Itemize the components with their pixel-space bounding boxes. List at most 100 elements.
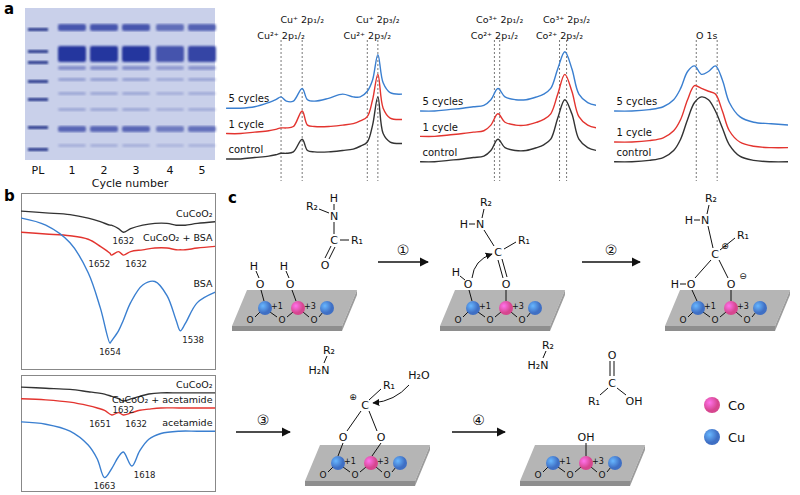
svg-text:O: O (286, 278, 295, 291)
svg-text:O: O (743, 315, 750, 325)
svg-text:H₂N: H₂N (309, 364, 330, 377)
svg-text:1632: 1632 (125, 259, 147, 269)
svg-text:N: N (476, 218, 484, 231)
svg-text:⊖: ⊖ (739, 271, 747, 281)
svg-text:+3: +3 (377, 457, 389, 466)
svg-text:O: O (454, 315, 461, 325)
svg-text:⊕: ⊕ (721, 241, 729, 251)
svg-text:+1: +1 (559, 457, 571, 466)
svg-text:CuCoO₂: CuCoO₂ (176, 208, 213, 219)
svg-text:C: C (494, 246, 502, 259)
svg-text:C: C (361, 399, 369, 412)
svg-text:control: control (617, 147, 652, 158)
svg-text:①: ① (397, 242, 410, 258)
svg-text:R₁: R₁ (351, 234, 363, 247)
svg-text:Cu⁺ 2p₃/₂: Cu⁺ 2p₃/₂ (356, 14, 400, 25)
svg-text:Cycle number: Cycle number (92, 177, 169, 190)
svg-text:+1: +1 (344, 457, 356, 466)
svg-text:PL: PL (32, 164, 46, 177)
svg-text:O: O (319, 470, 326, 480)
svg-text:Cu⁺ 2p₁/₂: Cu⁺ 2p₁/₂ (280, 14, 324, 25)
svg-text:5: 5 (199, 164, 206, 177)
svg-text:R₁: R₁ (383, 379, 395, 392)
svg-text:Co³⁺ 2p₁/₂: Co³⁺ 2p₁/₂ (476, 14, 523, 25)
svg-text:1632: 1632 (113, 236, 135, 246)
svg-text:1632: 1632 (113, 405, 135, 415)
svg-text:C: C (711, 248, 719, 261)
svg-text:O: O (486, 315, 493, 325)
svg-text:O 1s: O 1s (696, 30, 718, 41)
svg-text:+1: +1 (704, 302, 716, 311)
svg-text:+3: +3 (512, 302, 524, 311)
svg-text:O: O (464, 278, 473, 291)
svg-text:H₂N: H₂N (528, 359, 549, 372)
svg-text:+1: +1 (479, 302, 491, 311)
svg-text:R₁: R₁ (737, 229, 749, 242)
svg-text:C: C (608, 377, 616, 390)
svg-text:CuCoO₂ + acetamide: CuCoO₂ + acetamide (112, 394, 213, 405)
svg-text:②: ② (605, 242, 618, 258)
svg-text:4: 4 (167, 164, 174, 177)
svg-text:control: control (229, 144, 264, 155)
svg-text:④: ④ (472, 412, 485, 428)
svg-text:H: H (685, 214, 693, 227)
svg-text:OH: OH (626, 395, 643, 408)
svg-text:+1: +1 (271, 302, 283, 311)
svg-text:O: O (687, 278, 696, 291)
svg-text:Cu²⁺ 2p₁/₂: Cu²⁺ 2p₁/₂ (257, 30, 305, 41)
svg-text:O: O (566, 470, 573, 480)
svg-text:acetamide: acetamide (162, 417, 212, 428)
svg-text:O: O (256, 278, 265, 291)
svg-text:+3: +3 (737, 302, 749, 311)
svg-text:R₂: R₂ (542, 339, 554, 352)
svg-text:+3: +3 (304, 302, 316, 311)
svg-text:H₂O: H₂O (408, 369, 430, 382)
svg-text:N: N (330, 210, 338, 223)
svg-text:a: a (4, 0, 14, 18)
svg-text:Co: Co (728, 398, 745, 413)
svg-text:b: b (4, 187, 15, 205)
svg-text:N: N (701, 214, 709, 227)
svg-text:control: control (423, 147, 458, 158)
svg-text:5 cycles: 5 cycles (617, 96, 658, 107)
svg-text:O: O (679, 315, 686, 325)
svg-text:⊕: ⊕ (349, 392, 357, 402)
svg-text:O: O (711, 315, 718, 325)
svg-text:H: H (250, 260, 258, 273)
svg-text:O: O (377, 431, 386, 444)
svg-text:1: 1 (69, 164, 76, 177)
svg-text:BSA: BSA (193, 278, 213, 289)
svg-text:O: O (608, 349, 617, 362)
svg-text:R₁: R₁ (588, 395, 600, 408)
svg-text:R₂: R₂ (705, 192, 717, 205)
svg-text:H: H (671, 278, 679, 291)
svg-text:H: H (330, 192, 338, 205)
svg-text:Co²⁺ 2p₃/₂: Co²⁺ 2p₃/₂ (536, 30, 583, 41)
svg-text:c: c (228, 189, 237, 207)
svg-text:OH: OH (578, 431, 595, 444)
svg-text:O: O (339, 431, 348, 444)
svg-text:O: O (598, 470, 605, 480)
svg-text:C: C (330, 234, 338, 247)
svg-text:O: O (502, 278, 511, 291)
svg-text:1 cycle: 1 cycle (229, 119, 264, 130)
svg-text:O: O (310, 315, 317, 325)
svg-text:3: 3 (133, 164, 140, 177)
svg-text:R₂: R₂ (306, 200, 318, 213)
svg-text:1 cycle: 1 cycle (423, 122, 458, 133)
svg-text:Co²⁺ 2p₁/₂: Co²⁺ 2p₁/₂ (471, 30, 518, 41)
svg-text:1632: 1632 (125, 419, 147, 429)
svg-text:CuCoO₂: CuCoO₂ (176, 379, 213, 390)
svg-text:Co³⁺ 2p₃/₂: Co³⁺ 2p₃/₂ (543, 14, 590, 25)
svg-text:5 cycles: 5 cycles (229, 93, 270, 104)
svg-text:O: O (246, 315, 253, 325)
svg-text:O: O (727, 278, 736, 291)
svg-text:O: O (278, 315, 285, 325)
svg-text:1654: 1654 (99, 347, 121, 357)
svg-text:CuCoO₂ + BSA: CuCoO₂ + BSA (143, 232, 213, 243)
svg-text:O: O (534, 470, 541, 480)
svg-text:O: O (383, 470, 390, 480)
svg-text:5 cycles: 5 cycles (423, 96, 464, 107)
svg-text:2: 2 (101, 164, 108, 177)
svg-text:1651: 1651 (89, 419, 111, 429)
